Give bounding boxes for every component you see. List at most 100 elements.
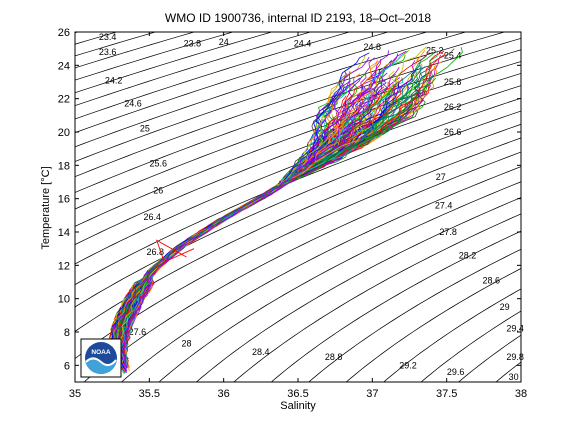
contour-label: 24.2 [105, 75, 123, 85]
ts-profile-line [121, 61, 442, 373]
density-contour [75, 32, 467, 162]
ts-profile-line [110, 108, 410, 370]
density-contour [158, 181, 521, 382]
ts-profile-line [111, 72, 388, 363]
density-contour [383, 288, 521, 382]
density-contour [233, 213, 521, 382]
contour-label: 25 [140, 124, 150, 134]
density-contour [515, 15, 576, 398]
contour-label: 26.2 [444, 102, 462, 112]
y-tick-label: 12 [58, 260, 70, 272]
contour-label: 25.4 [444, 50, 462, 60]
density-contour [75, 32, 351, 120]
chart-title: WMO ID 1900736, internal ID 2193, 18–Oct… [164, 11, 432, 25]
y-axis-label: Temperature [°C] [40, 166, 52, 250]
density-contour [120, 166, 521, 382]
density-contour [75, 32, 390, 134]
y-ticks: 6 8 10 12 14 16 18 20 22 24 26 [58, 27, 521, 372]
density-contour [75, 32, 429, 148]
x-tick-label: 37.5 [436, 388, 457, 400]
contour-label: 24.6 [124, 99, 142, 109]
contour-label: 29.8 [506, 352, 524, 362]
logo-text: NOAA [91, 349, 110, 356]
contour-label: 26 [153, 185, 163, 195]
x-tick-label: 38 [515, 388, 527, 400]
contour-label: 23.8 [184, 39, 202, 49]
density-contour [75, 97, 521, 286]
density-contour [75, 32, 273, 94]
contour-label: 24.4 [294, 39, 312, 49]
y-tick-label: 24 [58, 60, 70, 72]
x-tick-label: 35.5 [139, 388, 160, 400]
y-tick-label: 6 [64, 360, 70, 372]
y-tick-label: 20 [58, 127, 70, 139]
density-contour [195, 197, 521, 382]
density-contour [75, 61, 521, 227]
contour-label: 27.4 [435, 200, 453, 210]
ts-profile-line [155, 239, 195, 263]
ts-profile-line [121, 109, 415, 355]
ts-profile-line [119, 113, 334, 365]
contour-label: 29.4 [506, 324, 524, 334]
noaa-logo-icon: NOAA [80, 338, 122, 378]
contour-label: 25.2 [426, 45, 444, 55]
density-contour [83, 151, 521, 382]
density-contour [75, 32, 235, 81]
density-contour [75, 32, 506, 178]
density-contour [75, 85, 521, 265]
ts-profile-line [119, 95, 339, 357]
density-contour [75, 32, 312, 107]
density-contour [75, 123, 521, 332]
contour-label: 26.8 [147, 247, 165, 257]
density-contour [75, 137, 521, 360]
ts-profile-line [121, 73, 348, 374]
density-contour [308, 248, 521, 382]
y-tick-label: 8 [64, 327, 70, 339]
contour-label: 26.4 [144, 212, 162, 222]
y-tick-label: 22 [58, 94, 70, 106]
contour-label: 30 [509, 372, 519, 382]
density-contour [270, 230, 521, 382]
ts-profile-line [108, 141, 335, 372]
x-tick-label: 36 [218, 388, 230, 400]
contour-label: 28.2 [459, 250, 477, 260]
contour-label: 27.8 [439, 227, 457, 237]
density-contour [345, 268, 521, 382]
contour-label: 27 [436, 172, 446, 182]
contour-label: 25.6 [150, 159, 168, 169]
density-contour [495, 361, 521, 382]
contour-label: 28.4 [252, 347, 270, 357]
contour-label: 27.6 [129, 327, 147, 337]
contour-label: 26.6 [444, 127, 462, 137]
ts-profiles [105, 46, 463, 374]
x-tick-label: 36.5 [287, 388, 308, 400]
contour-label: 28.6 [483, 275, 501, 285]
ts-profile-line [118, 73, 361, 374]
ts-profile-line [109, 55, 428, 356]
y-tick-label: 14 [58, 227, 70, 239]
contour-label: 25.8 [444, 77, 462, 87]
contour-label: 28.8 [325, 352, 343, 362]
contour-label: 28 [181, 339, 191, 349]
ts-profile-line [107, 99, 339, 355]
ts-profile-line [124, 117, 393, 363]
x-axis-label: Salinity [280, 400, 316, 412]
density-contour [75, 110, 521, 308]
contour-label: 23.6 [99, 47, 117, 57]
x-tick-label: 35 [69, 388, 81, 400]
contour-label: 24.8 [364, 42, 382, 52]
ts-profile-line [114, 124, 323, 360]
density-contour [75, 73, 521, 246]
density-contour [552, 15, 576, 398]
contour-label: 23.4 [99, 32, 117, 42]
x-ticks: 35 35.5 36 36.5 37 37.5 38 [69, 32, 527, 400]
ts-profile-line [115, 50, 389, 371]
contour-label: 29.6 [447, 367, 465, 377]
ts-profile-line [114, 128, 385, 364]
contour-label: 29 [500, 302, 510, 312]
ts-profile-line [109, 131, 338, 367]
ts-profile-line [117, 101, 347, 367]
y-tick-label: 26 [58, 27, 70, 39]
